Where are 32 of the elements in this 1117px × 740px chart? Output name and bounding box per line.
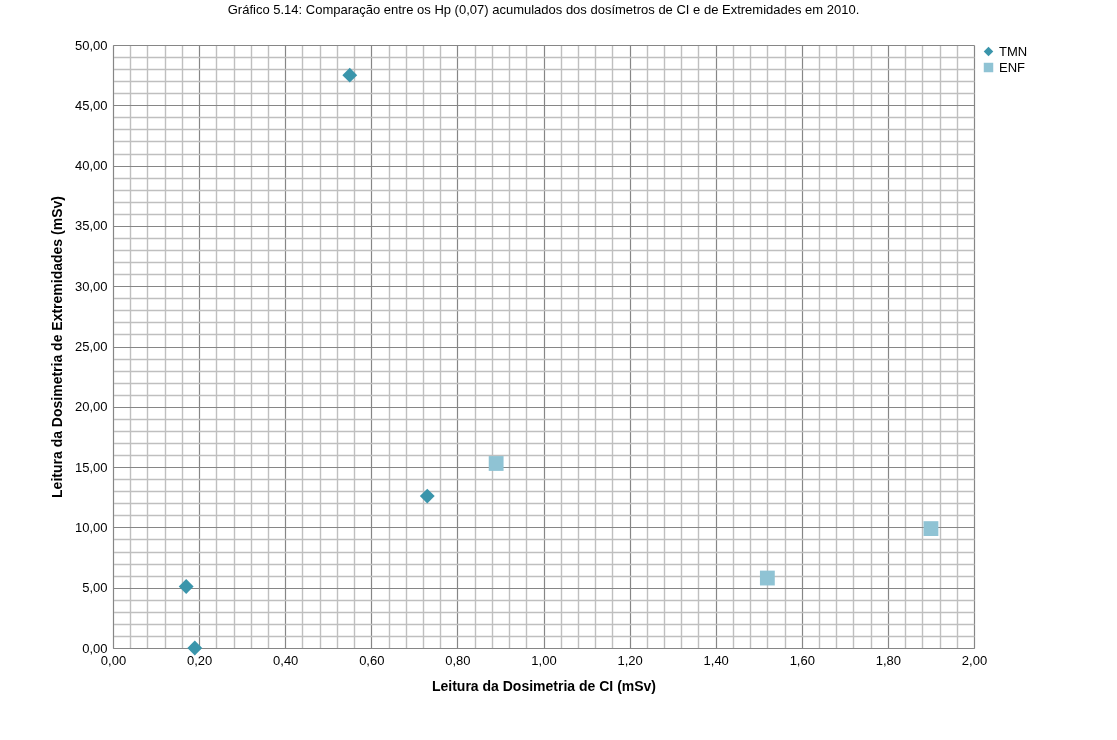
x-tick-label: 1,60	[789, 652, 815, 668]
chart-title: Gráfico 5.14: Comparação entre os Hp (0,07) acumulados dos dosímetros de CI e de Extremidades em 2010.	[227, 2, 860, 17]
y-tick-label: 50,00	[74, 37, 108, 53]
x-tick-label: 0,40	[273, 652, 299, 668]
y-tick-label: 35,00	[74, 218, 108, 234]
x-tick-label: 1,00	[531, 652, 557, 668]
point	[488, 456, 504, 471]
y-tick-label: 40,00	[74, 158, 108, 174]
x-tick-label: 2,00	[961, 652, 988, 668]
y-tick-label: 5,00	[82, 580, 108, 596]
x-tick-label: 0,60	[359, 652, 385, 668]
point	[187, 640, 203, 656]
x-tick-label: 1,40	[703, 652, 729, 668]
point	[419, 488, 435, 504]
point	[178, 579, 194, 594]
y-tick-label: 20,00	[74, 399, 108, 415]
legend-label: TMN	[999, 43, 1028, 59]
y-tick-label: 25,00	[74, 339, 108, 354]
y-tick-label: 45,00	[74, 97, 108, 113]
x-axis-title: Leitura da Dosimetria de CI (mSv)	[431, 677, 657, 694]
y-tick-label: 10,00	[74, 519, 108, 535]
legend-label: ENF	[999, 59, 1026, 75]
y-tick-label: 15,00	[74, 459, 108, 475]
point	[342, 67, 358, 83]
x-tick-label: 0,80	[445, 652, 471, 668]
point	[923, 521, 939, 537]
y-axis-title: Leitura da Dosimetria de Extremidades (mSv)	[48, 196, 65, 498]
point	[759, 570, 775, 586]
x-tick-label: 1,20	[617, 652, 643, 668]
y-tick-label: 30,00	[74, 278, 108, 294]
x-tick-label: 0,20	[186, 652, 213, 668]
x-tick-label: 1,80	[875, 652, 902, 668]
